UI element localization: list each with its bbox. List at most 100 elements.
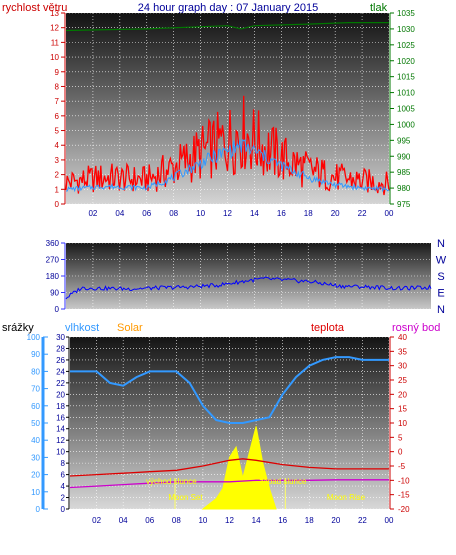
pressure-axis-tick-label: 1000 <box>397 120 415 129</box>
direction-axis-tick-label: 90 <box>50 289 59 298</box>
pressure-label: tlak <box>370 2 388 14</box>
wind-axis-tick-label: 3 <box>55 156 60 165</box>
rain-axis-tick-label: 0 <box>36 505 41 514</box>
wind-axis-tick-label: 0 <box>55 200 60 209</box>
rain-axis-tick-label: 10 <box>31 488 40 497</box>
direction-axis-tick-label: 270 <box>46 256 60 265</box>
wind-axis-tick-label: 1 <box>55 185 60 194</box>
compass-tick-label: S <box>437 271 444 283</box>
time-tick-label: 14 <box>252 516 261 525</box>
time-tick-label: 12 <box>223 209 232 218</box>
humidity-axis-tick-label: 14 <box>56 425 65 434</box>
wind-speed-label: rychlost větru <box>2 2 67 14</box>
time-tick-label: 04 <box>115 209 124 218</box>
rain-axis: 0 10 20 30 40 50 60 70 80 90 100 <box>27 333 48 514</box>
humidity-axis-tick-label: 20 <box>56 390 65 399</box>
pressure-axis-tick-label: 1030 <box>397 25 415 34</box>
temperature-label: teplota <box>311 322 345 334</box>
wind-axis-tick-label: 10 <box>50 53 59 62</box>
pressure-axis-tick-label: 1035 <box>397 9 415 18</box>
time-tick-label: 18 <box>304 209 313 218</box>
moonset-label: Moon Set <box>168 493 203 502</box>
solar-label: Solar <box>117 322 143 334</box>
time-tick-label: 12 <box>225 516 234 525</box>
rain-axis-tick-label: 90 <box>31 350 40 359</box>
time-tick-label: 16 <box>277 209 286 218</box>
pressure-axis-tick-label: 1020 <box>397 57 415 66</box>
temperature-axis-tick-label: -20 <box>398 505 410 514</box>
humidity-axis-tick-label: 22 <box>56 379 65 388</box>
humidity-axis-tick-label: 30 <box>56 333 65 342</box>
wind-axis-tick-label: 11 <box>51 38 60 47</box>
rain-axis-tick-label: 30 <box>31 453 40 462</box>
wind-axis-tick-label: 13 <box>50 9 59 18</box>
compass-tick-label: W <box>436 255 447 267</box>
moonrise-label: Moon Rise <box>327 493 366 502</box>
pressure-axis-tick-label: 1025 <box>397 41 415 50</box>
humidity-axis-tick-label: 0 <box>61 505 66 514</box>
humidity-axis-tick-label: 16 <box>56 413 65 422</box>
humidity-axis-tick-label: 2 <box>61 494 66 503</box>
wind-axis-tick-label: 7 <box>55 97 60 106</box>
sunrise-label: východ slunce <box>146 477 197 486</box>
time-tick-label: 10 <box>198 516 207 525</box>
time-tick-label: 08 <box>172 516 181 525</box>
wind-pressure-series <box>65 22 390 196</box>
humidity-axis-tick-label: 4 <box>61 482 66 491</box>
wind-direction-series <box>65 276 432 300</box>
humidity-axis-tick-label: 8 <box>61 459 66 468</box>
humidity-line <box>70 356 389 424</box>
rain-label: srážky <box>2 322 34 334</box>
rain-axis-tick-label: 70 <box>31 385 40 394</box>
temperature-axis-tick-label: 0 <box>398 448 403 457</box>
pressure-axis-tick-label: 990 <box>397 152 411 161</box>
time-tick-label: 22 <box>358 209 367 218</box>
time-tick-label: 20 <box>331 516 340 525</box>
wind-axis-tick-label: 8 <box>55 82 60 91</box>
rain-axis-tick-label: 50 <box>31 419 40 428</box>
wind-gust-line <box>65 95 390 196</box>
compass-tick-label: N <box>437 304 445 316</box>
time-tick-label: 00 <box>385 516 394 525</box>
humidity-axis-tick-label: 26 <box>56 356 65 365</box>
humidity-label: vlhkost <box>65 322 99 334</box>
humidity-axis-tick-label: 10 <box>56 448 65 457</box>
sun-moon-annotations: východ slunce západ slunce Moon Set Moon Ri… <box>146 477 366 509</box>
pressure-axis-tick-label: 1010 <box>397 89 415 98</box>
temperature-axis-tick-label: 5 <box>398 433 403 442</box>
rain-axis-tick-label: 80 <box>31 367 40 376</box>
pressure-axis-tick-label: 980 <box>397 184 411 193</box>
pressure-axis-tick-label: 995 <box>397 136 411 145</box>
wind-axis-tick-label: 6 <box>55 112 60 121</box>
pressure-axis-tick-label: 985 <box>397 168 411 177</box>
compass-tick-label: E <box>437 288 444 300</box>
compass-tick-label: N <box>437 238 445 250</box>
temperature-axis-tick-label: 35 <box>398 347 407 356</box>
humidity-axis-tick-label: 18 <box>56 402 65 411</box>
time-tick-label: 06 <box>142 209 151 218</box>
temperature-axis-tick-label: 30 <box>398 362 407 371</box>
temperature-axis-tick-label: 25 <box>398 376 407 385</box>
time-tick-label: 06 <box>145 516 154 525</box>
humidity-axis-tick-label: 6 <box>61 471 66 480</box>
pressure-line <box>65 22 389 32</box>
time-tick-label: 00 <box>385 209 394 218</box>
time-tick-label: 02 <box>92 516 101 525</box>
temperature-axis-tick-label: 15 <box>398 405 407 414</box>
wind-axis-tick-label: 4 <box>55 141 60 150</box>
wind-direction-grid <box>66 242 431 310</box>
direction-axis-tick-label: 0 <box>55 305 60 314</box>
time-tick-label: 02 <box>88 209 97 218</box>
dew-point-label: rosný bod <box>392 322 440 334</box>
temperature-axis: -20 -15 -10 -5 0 5 10 15 20 25 30 35 40 <box>389 333 410 514</box>
rain-axis-tick-label: 60 <box>31 402 40 411</box>
temperature-axis-tick-label: 20 <box>398 390 407 399</box>
temperature-axis-tick-label: 10 <box>398 419 407 428</box>
temperature-axis-tick-label: -5 <box>398 462 406 471</box>
time-tick-label: 08 <box>169 209 178 218</box>
temp-humidity-series <box>69 356 389 510</box>
direction-axis-tick-label: 180 <box>46 272 60 281</box>
